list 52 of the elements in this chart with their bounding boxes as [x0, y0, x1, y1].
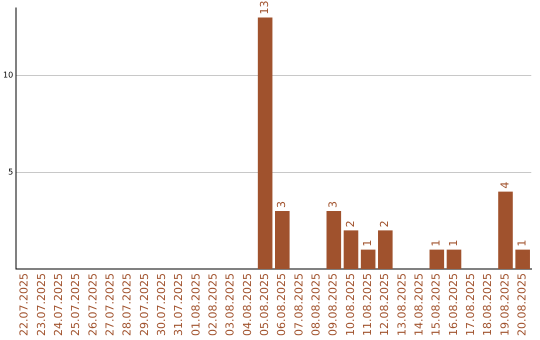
x-tick-label: 03.08.2025 — [224, 273, 237, 336]
data-label: 1 — [430, 240, 443, 247]
x-tick-label: 19.08.2025 — [498, 273, 512, 336]
bar — [344, 230, 358, 270]
x-tick-label: 23.07.2025 — [34, 273, 48, 336]
x-tick-label: 17.08.2025 — [464, 273, 478, 336]
data-label: 2 — [378, 220, 392, 228]
x-tick-label: 25.07.2025 — [69, 273, 82, 336]
x-tick-label: 02.08.2025 — [206, 273, 220, 336]
x-tick-label: 12.08.2025 — [378, 273, 392, 336]
x-tick-label: 26.07.2025 — [86, 273, 100, 336]
data-label: 1 — [516, 240, 529, 247]
x-tick-label: 28.07.2025 — [120, 273, 134, 336]
x-tick-label: 14.08.2025 — [412, 273, 426, 336]
bar — [378, 230, 393, 270]
bar — [430, 250, 444, 270]
y-tick-label: 5 — [8, 167, 14, 176]
x-tick-label: 29.07.2025 — [138, 273, 151, 336]
data-label: 3 — [326, 200, 340, 208]
x-tick-label: 13.08.2025 — [395, 273, 408, 336]
data-label: 1 — [446, 240, 460, 247]
data-label: 4 — [498, 182, 512, 189]
x-tick-label: 16.08.2025 — [446, 273, 460, 336]
data-label: 1 — [361, 240, 374, 247]
data-label: 3 — [275, 200, 288, 208]
x-tick-label: 10.08.2025 — [344, 273, 357, 336]
x-tick-label: 07.08.2025 — [292, 273, 306, 336]
x-tick-label: 05.08.2025 — [258, 273, 271, 336]
x-tick-label: 27.07.2025 — [103, 273, 116, 336]
x-tick-label: 30.07.2025 — [154, 273, 168, 336]
bar — [258, 17, 272, 270]
x-tick-label: 04.08.2025 — [240, 273, 254, 336]
x-tick-label: 18.08.2025 — [481, 273, 494, 336]
x-tick-label: 20.08.2025 — [516, 273, 529, 336]
x-tick-label: 11.08.2025 — [361, 273, 374, 336]
bar — [326, 210, 342, 270]
x-tick-label: 09.08.2025 — [326, 273, 340, 336]
x-tick-label: 22.07.2025 — [18, 273, 31, 336]
x-tick-label: 06.08.2025 — [275, 273, 288, 336]
data-label: 13 — [258, 0, 271, 14]
bar — [275, 210, 290, 270]
x-tick-label: 08.08.2025 — [309, 273, 322, 336]
x-tick-label: 31.07.2025 — [172, 273, 186, 336]
data-label: 2 — [344, 220, 357, 228]
bar — [360, 250, 376, 270]
bar — [498, 192, 513, 270]
bar — [515, 250, 530, 270]
x-tick-label: 01.08.2025 — [189, 273, 202, 336]
y-tick-label: 10 — [2, 70, 14, 80]
x-tick-label: 24.07.2025 — [52, 273, 65, 336]
bar — [446, 250, 462, 270]
x-tick-label: 15.08.2025 — [430, 273, 443, 336]
